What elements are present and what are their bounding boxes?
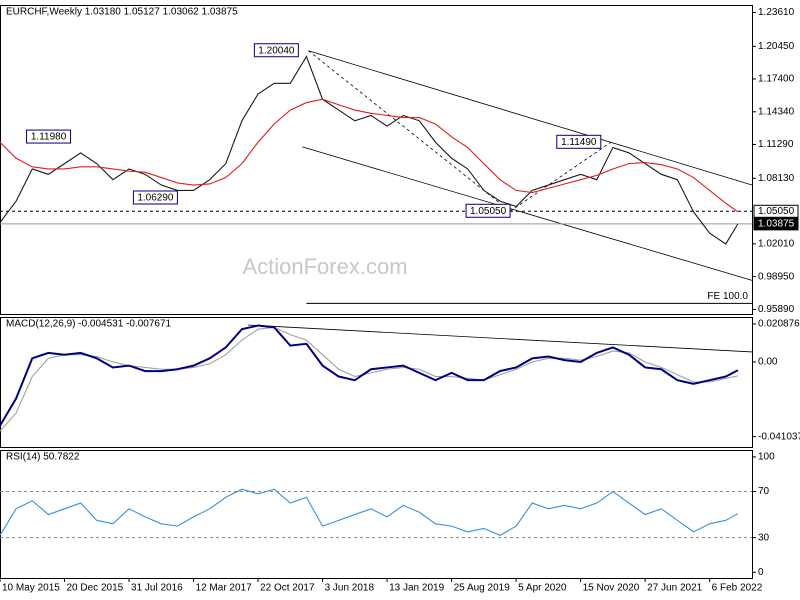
annotation-label: 1.05050 — [470, 206, 507, 217]
x-tick-label: 27 Jun 2021 — [647, 583, 702, 594]
series-line — [0, 98, 739, 213]
annotation-label: 1.06290 — [137, 193, 174, 204]
y-tick-label: 0.00 — [758, 357, 778, 368]
level-label-box — [753, 217, 799, 231]
y-tick-label: 1.02010 — [758, 238, 795, 249]
annotation-box — [26, 129, 72, 144]
x-tick-label: 31 Jul 2016 — [131, 583, 183, 594]
series-line — [0, 326, 738, 432]
level-label: 1.03875 — [758, 219, 795, 230]
trendline — [302, 146, 753, 281]
x-tick-label: 3 Jun 2018 — [325, 583, 375, 594]
x-tick-label: 20 Dec 2015 — [67, 583, 124, 594]
trendline — [509, 141, 612, 212]
y-tick-label: 0 — [758, 567, 764, 578]
x-tick-label: 5 Apr 2020 — [518, 583, 567, 594]
series-line — [0, 324, 739, 427]
y-tick-label: 1.23610 — [758, 7, 795, 18]
annotation-label: 1.20040 — [258, 45, 295, 56]
y-tick-label: 1.11290 — [758, 139, 794, 150]
watermark: ActionForex.com — [242, 254, 407, 279]
x-tick-label: 22 Oct 2017 — [260, 583, 315, 594]
y-tick-label: 1.20450 — [758, 41, 795, 52]
panel-frame — [0, 317, 753, 448]
x-tick-label: 15 Nov 2020 — [583, 583, 640, 594]
panel-frame — [0, 450, 753, 579]
y-tick-label: 1.08130 — [758, 173, 795, 184]
y-tick-label: 1.17400 — [758, 74, 795, 85]
trendline — [308, 50, 753, 186]
annotation-box — [556, 134, 602, 149]
y-tick-label: 70 — [758, 486, 770, 497]
annotation-box — [465, 203, 511, 218]
y-tick-label: 100 — [758, 452, 775, 463]
projection-label: FE 100.0 — [707, 291, 748, 302]
level-label-box — [753, 204, 799, 218]
annotation-box — [132, 190, 178, 205]
trendline — [247, 324, 753, 353]
x-tick-label: 6 Feb 2022 — [712, 583, 763, 594]
x-tick-label: 13 Jan 2019 — [389, 583, 444, 594]
level-label: 1.05050 — [758, 206, 795, 217]
panel-title: MACD(12,26,9) -0.004531 -0.007671 — [6, 319, 172, 330]
y-tick-label: 0.98950 — [758, 271, 795, 282]
y-tick-label: 1.14340 — [758, 106, 795, 117]
y-tick-label: 0.020876 — [758, 319, 800, 330]
trendline — [308, 50, 511, 212]
y-tick-label: 0.95890 — [758, 304, 795, 315]
series-line — [0, 488, 739, 536]
annotation-box — [253, 43, 299, 58]
x-tick-label: 10 May 2015 — [2, 583, 60, 594]
y-tick-label: 30 — [758, 532, 770, 543]
panel-title: EURCHF,Weekly 1.03180 1.05127 1.03062 1.… — [6, 7, 238, 18]
annotation-label: 1.11980 — [31, 132, 67, 143]
panel-title: RSI(14) 50.7822 — [6, 452, 80, 463]
x-tick-label: 12 Mar 2017 — [196, 583, 253, 594]
series-line — [0, 55, 739, 245]
panel-frame — [0, 5, 753, 315]
annotation-label: 1.11490 — [561, 137, 597, 148]
y-tick-label: -0.041037 — [758, 431, 800, 442]
x-tick-label: 25 Aug 2019 — [454, 583, 511, 594]
